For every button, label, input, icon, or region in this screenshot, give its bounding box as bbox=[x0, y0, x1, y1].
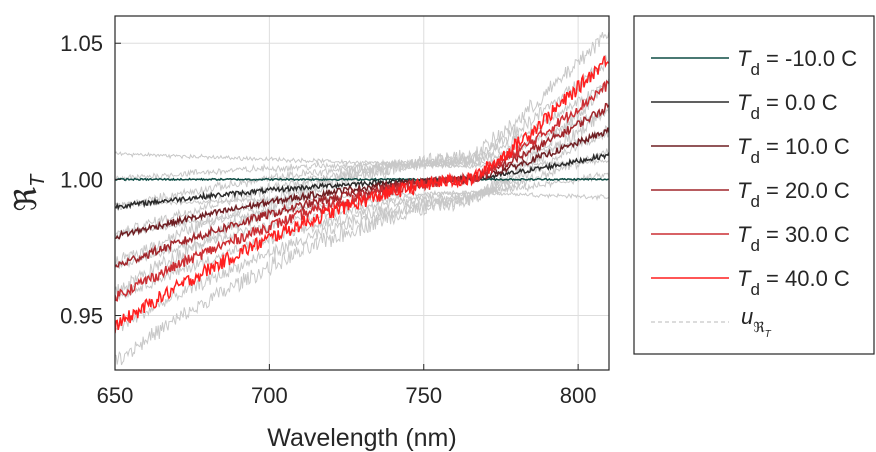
x-tick-label: 650 bbox=[97, 383, 134, 408]
legend-entry-label: Td = 40.0 C bbox=[737, 266, 850, 299]
x-tick-label: 700 bbox=[251, 383, 288, 408]
x-axis-label: Wavelength (nm) bbox=[267, 424, 456, 452]
uncertainty-trace bbox=[115, 54, 609, 269]
legend-entry-label: Td = -10.0 C bbox=[737, 46, 857, 79]
plot-area-border bbox=[114, 15, 610, 371]
series-line bbox=[115, 152, 609, 211]
legend-entry-label: Td = 0.0 C bbox=[737, 90, 838, 123]
series-line bbox=[115, 177, 609, 182]
uncertainty-trace bbox=[115, 31, 609, 295]
y-tick-label: 1.05 bbox=[60, 31, 103, 56]
svg-text:ℜT: ℜT bbox=[9, 173, 49, 211]
y-axis-label: ℜT bbox=[9, 173, 49, 211]
series-line bbox=[115, 102, 609, 268]
uncertainty-trace bbox=[115, 108, 609, 210]
uncertainty-trace bbox=[115, 78, 609, 366]
uncertainty-trace bbox=[115, 102, 609, 334]
legend: Td = -10.0 C Td = 0.0 C Td = 10.0 C Td = 20… bbox=[633, 15, 875, 355]
series-line bbox=[115, 55, 609, 334]
legend-entry-label: Td = 20.0 C bbox=[737, 178, 850, 211]
series-line bbox=[115, 127, 609, 240]
y-tick-label: 0.95 bbox=[60, 304, 103, 329]
uncertainty-trace bbox=[115, 125, 609, 302]
x-tick-label: 750 bbox=[405, 383, 442, 408]
x-tick-label: 800 bbox=[560, 383, 597, 408]
y-axis-label-symbol: ℜ bbox=[9, 186, 44, 211]
plot-series bbox=[115, 31, 609, 366]
legend-entry-uncertainty-label: uℜT bbox=[741, 304, 772, 340]
legend-entry-label: Td = 10.0 C bbox=[737, 134, 850, 167]
legend-box bbox=[633, 15, 875, 355]
y-axis-label-subscript: T bbox=[27, 173, 49, 187]
axis-ticks: 650 700 750 800 0.95 1.00 1.05 bbox=[60, 31, 596, 408]
y-tick-label: 1.00 bbox=[60, 167, 103, 192]
legend-entry-label: Td = 30.0 C bbox=[737, 222, 850, 255]
uncertainty-trace bbox=[115, 148, 609, 269]
series-line bbox=[115, 80, 609, 302]
